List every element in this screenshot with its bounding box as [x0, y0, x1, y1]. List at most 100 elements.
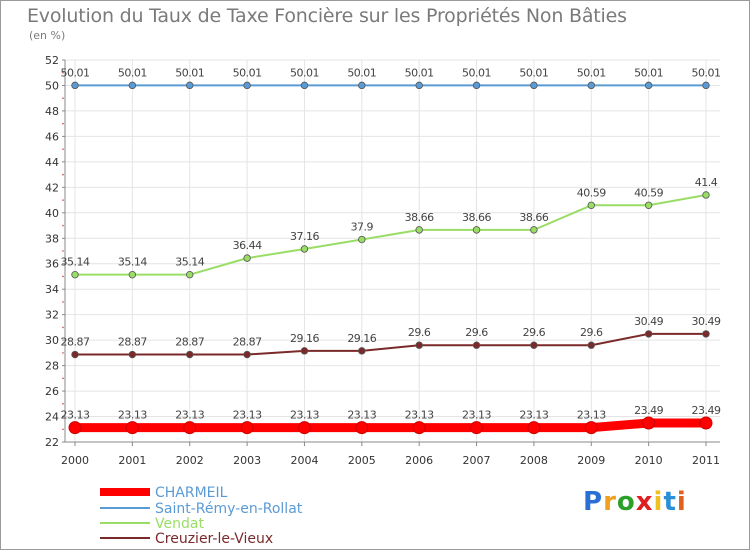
x-tick-label: 2008 — [520, 454, 548, 467]
data-point — [186, 81, 194, 90]
data-label: 50.01 — [118, 66, 147, 79]
data-point — [587, 201, 595, 209]
x-tick-label: 2001 — [118, 454, 146, 467]
data-point — [71, 81, 79, 90]
data-point — [702, 330, 710, 338]
y-tick-label: 30 — [45, 334, 59, 347]
y-tick-label: 32 — [45, 309, 59, 322]
y-tick-label: 52 — [45, 54, 59, 67]
data-label: 35.14 — [61, 256, 90, 269]
data-label: 23.49 — [692, 404, 721, 417]
y-minor-tick — [62, 97, 64, 99]
data-label: 50.01 — [405, 66, 434, 79]
data-label: 50.01 — [175, 66, 204, 79]
data-point — [587, 341, 595, 349]
logo-letter: t — [663, 487, 677, 517]
x-tick-label: 2010 — [635, 454, 663, 467]
data-label: 37.16 — [290, 230, 319, 243]
data-point — [644, 81, 653, 90]
data-point — [358, 347, 366, 355]
data-point — [530, 341, 538, 349]
data-label: 50.01 — [233, 66, 262, 79]
data-label: 28.87 — [61, 336, 90, 349]
data-point — [243, 350, 251, 359]
data-point — [300, 347, 309, 355]
y-minor-tick — [62, 71, 64, 74]
y-minor-tick — [62, 173, 64, 176]
y-tick-label: 38 — [45, 232, 59, 245]
data-label: 23.49 — [634, 404, 663, 417]
data-label: 38.66 — [405, 211, 434, 224]
data-point — [300, 81, 309, 90]
data-label: 38.66 — [462, 211, 491, 224]
data-label: 36.44 — [233, 239, 262, 252]
data-label: 29.6 — [408, 326, 431, 339]
data-point — [186, 350, 194, 359]
chart-title: Evolution du Taux de Taxe Foncière sur l… — [27, 5, 627, 27]
data-label: 35.14 — [118, 256, 147, 269]
y-minor-tick — [62, 275, 64, 278]
data-point — [472, 341, 481, 349]
data-point — [358, 81, 366, 90]
data-point — [183, 421, 197, 435]
data-label: 50.01 — [519, 66, 548, 79]
logo-letter: i — [676, 487, 687, 517]
data-label: 50.01 — [61, 66, 90, 79]
y-minor-tick — [62, 377, 64, 380]
x-tick-label: 2000 — [61, 454, 89, 467]
data-point — [128, 270, 137, 279]
data-label: 29.6 — [523, 326, 546, 339]
y-tick-label: 26 — [45, 385, 59, 398]
data-point — [297, 421, 311, 435]
y-minor-tick — [62, 122, 64, 125]
y-minor-tick — [62, 301, 64, 303]
y-tick-label: 46 — [45, 130, 59, 143]
data-point — [71, 270, 79, 279]
series-line-0 — [70, 418, 711, 433]
legend-label: Creuzier-le-Vieux — [155, 531, 273, 547]
data-point — [412, 421, 426, 435]
series-line-2 — [74, 193, 707, 276]
x-tick-label: 2006 — [405, 454, 433, 467]
data-label: 23.13 — [61, 409, 90, 422]
y-tick-label: 50 — [45, 79, 59, 92]
data-point — [415, 81, 423, 90]
y-minor-tick — [62, 352, 64, 354]
y-tick-label: 48 — [45, 105, 59, 118]
data-label: 38.66 — [519, 211, 548, 224]
data-point — [243, 254, 251, 262]
y-minor-tick — [62, 326, 64, 329]
data-point — [358, 235, 366, 244]
data-label: 50.01 — [347, 66, 376, 79]
data-point — [472, 81, 481, 90]
data-point — [243, 81, 251, 90]
data-label: 50.01 — [290, 66, 319, 79]
y-tick-label: 36 — [45, 258, 59, 271]
data-point — [472, 226, 481, 234]
data-label: 28.87 — [175, 336, 204, 349]
data-label: 29.16 — [347, 332, 376, 345]
data-label: 23.13 — [347, 409, 376, 422]
y-tick-label: 34 — [45, 283, 59, 296]
data-label: 23.13 — [519, 409, 548, 422]
data-label: 35.14 — [175, 256, 204, 269]
y-tick-label: 44 — [45, 156, 59, 169]
x-tick-label: 2003 — [233, 454, 261, 467]
x-tick-label: 2007 — [463, 454, 491, 467]
data-point — [584, 421, 598, 435]
data-point — [355, 421, 369, 435]
data-point — [125, 421, 139, 435]
data-label: 40.59 — [634, 186, 663, 199]
series-line-3 — [74, 332, 707, 356]
logo-letter: r — [603, 487, 617, 517]
data-label: 29.6 — [580, 326, 603, 339]
x-tick-label: 2009 — [577, 454, 605, 467]
y-minor-tick — [62, 403, 64, 405]
data-point — [530, 81, 538, 90]
y-minor-tick — [62, 199, 64, 201]
data-label: 30.49 — [692, 315, 721, 328]
y-minor-tick — [62, 250, 64, 252]
data-point — [642, 416, 656, 430]
logo-letter: o — [616, 487, 636, 517]
